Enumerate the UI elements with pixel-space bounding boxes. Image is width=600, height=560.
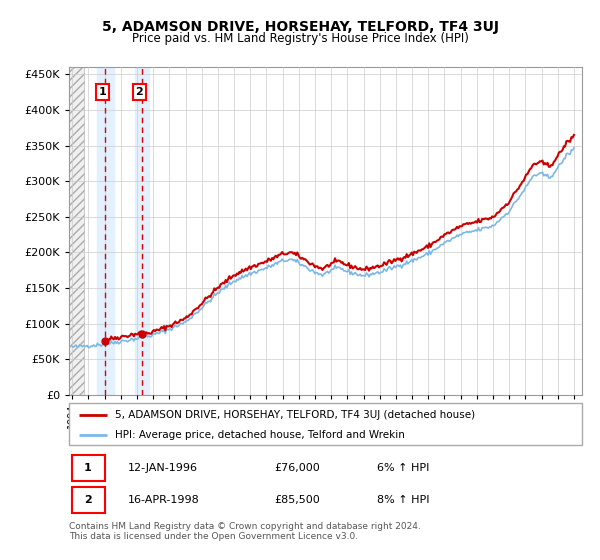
Text: 16-APR-1998: 16-APR-1998 <box>128 495 200 505</box>
FancyBboxPatch shape <box>71 455 105 480</box>
Text: Contains HM Land Registry data © Crown copyright and database right 2024.
This d: Contains HM Land Registry data © Crown c… <box>69 522 421 542</box>
Text: 2: 2 <box>84 495 92 505</box>
Text: 1: 1 <box>84 463 92 473</box>
Text: 5, ADAMSON DRIVE, HORSEHAY, TELFORD, TF4 3UJ: 5, ADAMSON DRIVE, HORSEHAY, TELFORD, TF4… <box>101 20 499 34</box>
Text: 5, ADAMSON DRIVE, HORSEHAY, TELFORD, TF4 3UJ (detached house): 5, ADAMSON DRIVE, HORSEHAY, TELFORD, TF4… <box>115 410 475 420</box>
Bar <box>97 67 113 395</box>
Text: 8% ↑ HPI: 8% ↑ HPI <box>377 495 430 505</box>
Text: Price paid vs. HM Land Registry's House Price Index (HPI): Price paid vs. HM Land Registry's House … <box>131 32 469 45</box>
Text: 1: 1 <box>99 87 107 97</box>
Text: £76,000: £76,000 <box>274 463 320 473</box>
FancyBboxPatch shape <box>71 487 105 513</box>
Bar <box>134 67 149 395</box>
Text: HPI: Average price, detached house, Telford and Wrekin: HPI: Average price, detached house, Telf… <box>115 430 405 440</box>
Text: 12-JAN-1996: 12-JAN-1996 <box>128 463 198 473</box>
Text: £85,500: £85,500 <box>274 495 320 505</box>
Text: 6% ↑ HPI: 6% ↑ HPI <box>377 463 429 473</box>
Text: 2: 2 <box>136 87 143 97</box>
